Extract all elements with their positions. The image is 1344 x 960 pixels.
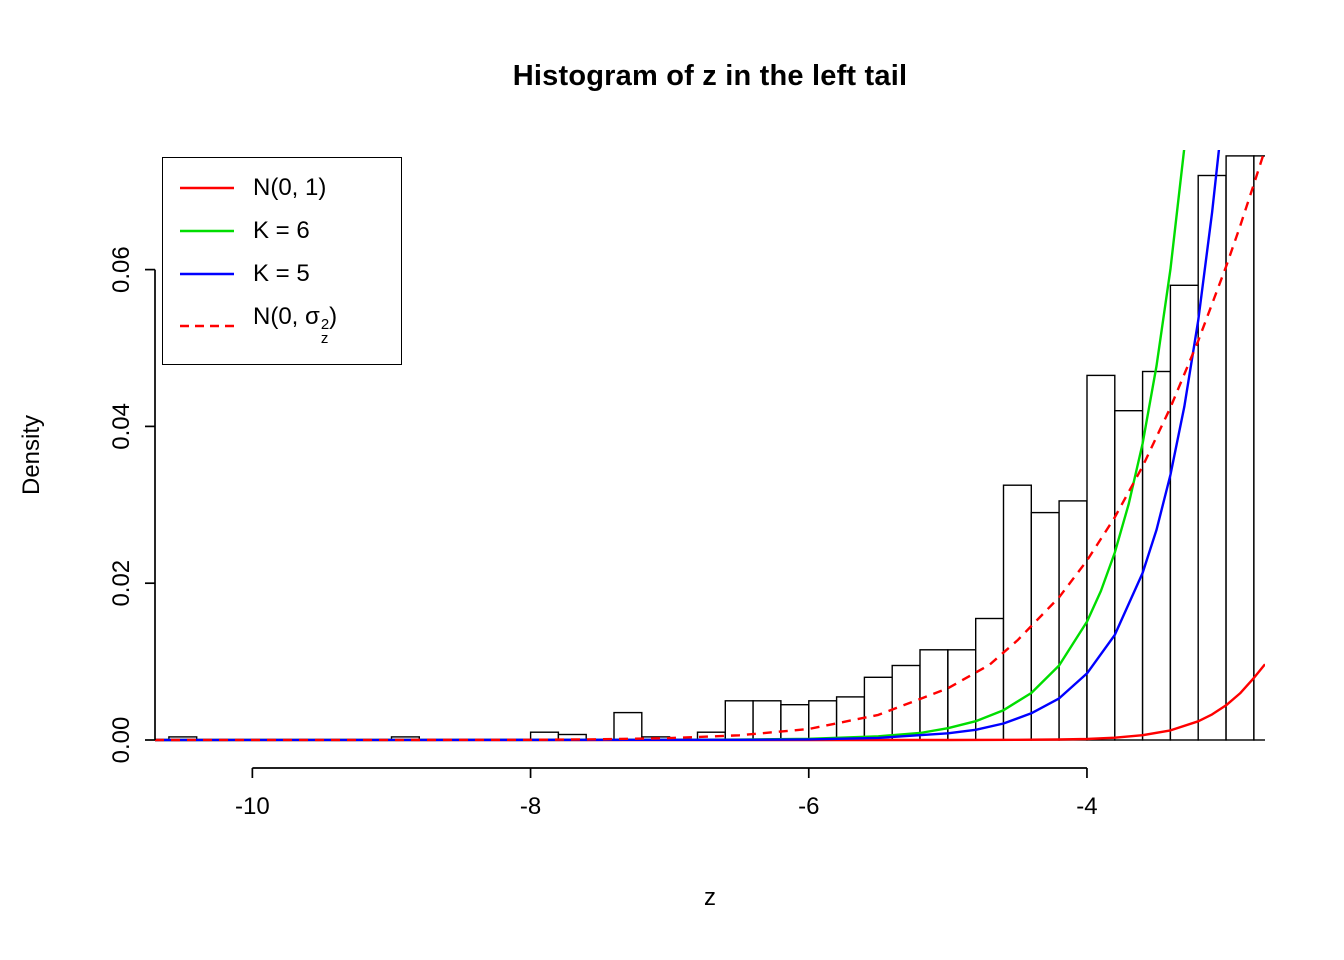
y-tick-label: 0.02 — [108, 560, 135, 607]
histogram-bar — [1225, 155, 1255, 741]
chart-title: Histogram of z in the left tail — [512, 60, 908, 92]
legend-item: N(0, 1) — [179, 173, 393, 201]
x-tick-label: -6 — [798, 793, 819, 820]
legend-line-sample — [180, 186, 234, 189]
x-axis: -10 -8 -6 -4 — [235, 767, 1098, 820]
histogram-bar — [780, 704, 810, 741]
legend-item: N(0, σ 2 z) — [179, 305, 393, 347]
legend-box: N(0, 1) K = 6 K = 5 N(0, σ 2 z) — [162, 157, 402, 365]
x-axis-label: z — [704, 884, 716, 911]
histogram-bar — [1253, 155, 1265, 741]
legend-line-sample — [180, 272, 234, 276]
y-axis: 0.00 0.02 0.04 0.06 — [108, 246, 156, 764]
x-tick-label: -10 — [235, 793, 270, 820]
y-tick-label: 0.00 — [108, 717, 135, 764]
legend-label: K = 6 — [253, 216, 310, 244]
legend-line-sample — [180, 324, 234, 327]
histogram-bar — [891, 664, 921, 741]
histogram-bar — [752, 700, 782, 741]
x-tick-label: -4 — [1076, 793, 1097, 820]
x-tick-label: -8 — [520, 793, 541, 820]
histogram-bar — [975, 617, 1005, 741]
curve-n0sigma — [155, 150, 1265, 742]
legend-label: K = 5 — [253, 259, 310, 287]
histogram-bar — [808, 700, 838, 741]
legend-line-sample — [180, 229, 234, 232]
curve-k5 — [155, 150, 1221, 742]
legend-label: N(0, 1) — [253, 173, 327, 201]
legend-label: N(0, σ 2 z) — [253, 302, 338, 348]
curve-n01 — [155, 663, 1265, 742]
histogram-bar — [1002, 484, 1032, 741]
y-tick-label: 0.06 — [108, 246, 135, 293]
histogram-bar — [1197, 174, 1227, 741]
legend-item: K = 6 — [179, 216, 393, 244]
y-tick-label: 0.04 — [108, 403, 135, 450]
histogram-bar — [1058, 500, 1088, 741]
histogram-bar — [1086, 374, 1116, 741]
histogram-bar — [613, 711, 643, 741]
legend-item: K = 5 — [179, 259, 393, 287]
histogram-bar — [863, 676, 893, 741]
